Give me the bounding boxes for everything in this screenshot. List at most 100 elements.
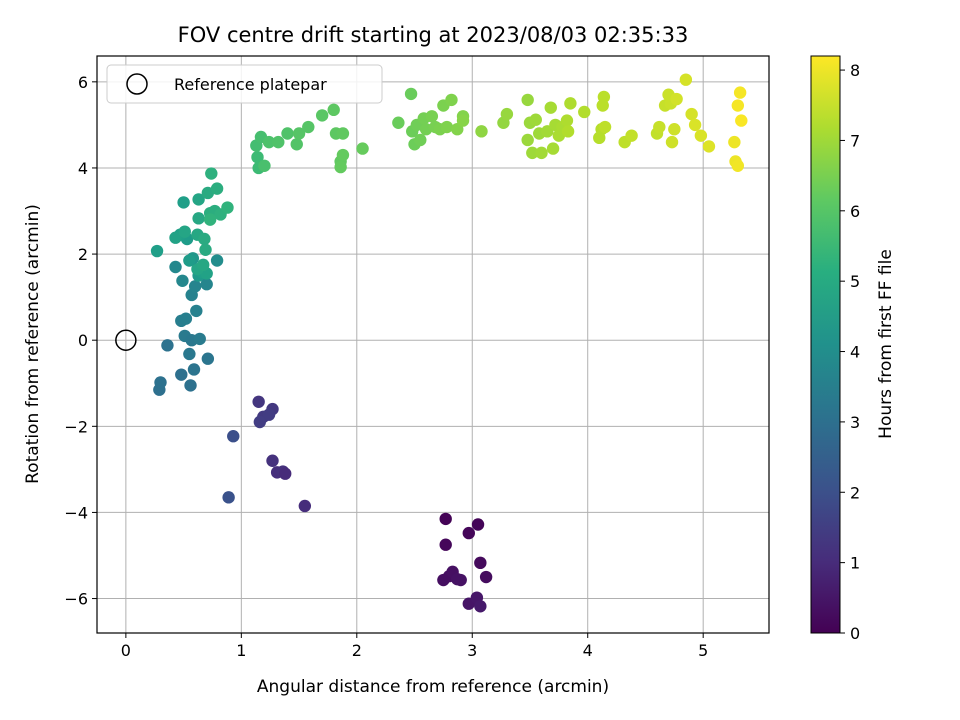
y-tick-label: −6 [64, 590, 88, 609]
data-point [598, 120, 612, 134]
y-tick-label: −2 [64, 417, 88, 436]
colorbar-tick-label: 5 [850, 272, 860, 291]
x-tick-label: 2 [352, 641, 362, 660]
data-point [315, 109, 329, 122]
data-point [653, 120, 666, 134]
data-point [222, 491, 235, 504]
data-point [221, 201, 234, 214]
data-point [150, 244, 164, 258]
colorbar-tick-label: 1 [850, 554, 860, 573]
colorbar-ticks: 0 1 2 3 4 5 6 7 8 [840, 61, 860, 643]
data-point [392, 116, 405, 129]
legend: Reference platepar [106, 64, 383, 104]
data-point [272, 135, 285, 149]
data-point [193, 332, 206, 346]
data-point [251, 150, 264, 164]
plot-frame [96, 55, 770, 634]
data-point [625, 129, 638, 142]
y-tick-label: 4 [78, 159, 88, 178]
data-point [187, 363, 201, 376]
colorbar-tick-label: 3 [850, 413, 860, 432]
data-point [564, 97, 577, 110]
colorbar-tick-label: 6 [850, 202, 860, 221]
data-point [176, 274, 189, 287]
data-point [190, 304, 203, 318]
data-point [665, 135, 679, 149]
x-tick-label: 0 [121, 641, 131, 660]
data-point [535, 146, 548, 160]
data-point [184, 379, 197, 392]
data-point [688, 118, 702, 132]
data-point [670, 92, 683, 106]
data-point [197, 258, 210, 272]
data-point [183, 254, 196, 267]
data-point [439, 512, 452, 526]
data-point [192, 212, 205, 225]
colorbar-label: Hours from first FF file [876, 249, 896, 439]
data-point [474, 556, 487, 570]
data-point [154, 376, 167, 389]
data-point [161, 339, 174, 352]
data-point [298, 499, 312, 513]
data-point [500, 107, 514, 121]
data-point [733, 86, 747, 99]
colorbar-gradient [811, 56, 840, 633]
colorbar-tick-label: 2 [850, 483, 860, 502]
colorbar-tick-label: 4 [850, 343, 860, 362]
data-point [177, 196, 190, 209]
data-point [685, 107, 698, 121]
data-point [169, 231, 182, 244]
data-point [735, 114, 748, 127]
data-point [728, 135, 741, 149]
data-point [262, 135, 276, 149]
legend-entry-label: Reference platepar [174, 75, 327, 94]
data-point [210, 254, 224, 267]
data-point [334, 160, 347, 174]
data-point [597, 90, 611, 104]
y-tick-label: −4 [64, 503, 88, 522]
data-point [471, 518, 485, 531]
reference-platepar-marker [115, 329, 137, 351]
data-point [210, 182, 224, 195]
data-point [679, 73, 693, 86]
data-point [262, 408, 276, 421]
legend-box [106, 64, 383, 104]
data-point [336, 148, 350, 162]
data-points [150, 73, 748, 613]
data-point [560, 114, 574, 127]
data-point [526, 146, 539, 160]
data-point [475, 125, 488, 138]
data-point [281, 127, 294, 140]
data-point [188, 280, 202, 293]
data-point [290, 138, 303, 151]
data-point [454, 573, 467, 587]
colorbar-tick-label: 7 [850, 131, 860, 150]
y-tick-label: 6 [78, 73, 88, 92]
colorbar: 0 1 2 3 4 5 6 7 8 Hours from first FF file [810, 55, 896, 643]
data-point [327, 103, 340, 117]
colorbar-tick-label: 8 [850, 61, 860, 80]
y-tick-label: 2 [78, 245, 88, 264]
data-point [201, 352, 215, 365]
x-tick-label: 3 [467, 641, 477, 660]
y-axis-ticks: 6 4 2 0 −2 −4 −6 [64, 73, 97, 609]
data-point [521, 133, 534, 147]
data-point [192, 193, 205, 206]
data-point [201, 186, 215, 200]
data-point [404, 87, 418, 101]
data-point [356, 142, 369, 155]
data-point [253, 415, 267, 429]
data-point [199, 243, 212, 256]
data-point [227, 430, 240, 443]
data-point [694, 129, 708, 142]
data-point [731, 99, 745, 112]
data-point [419, 123, 433, 136]
data-point [439, 538, 452, 551]
colorbar-tick-label: 0 [850, 624, 860, 643]
data-point [198, 232, 211, 246]
data-point [546, 142, 560, 155]
y-tick-label: 0 [78, 331, 88, 350]
data-point [179, 312, 193, 325]
data-point [183, 347, 196, 361]
